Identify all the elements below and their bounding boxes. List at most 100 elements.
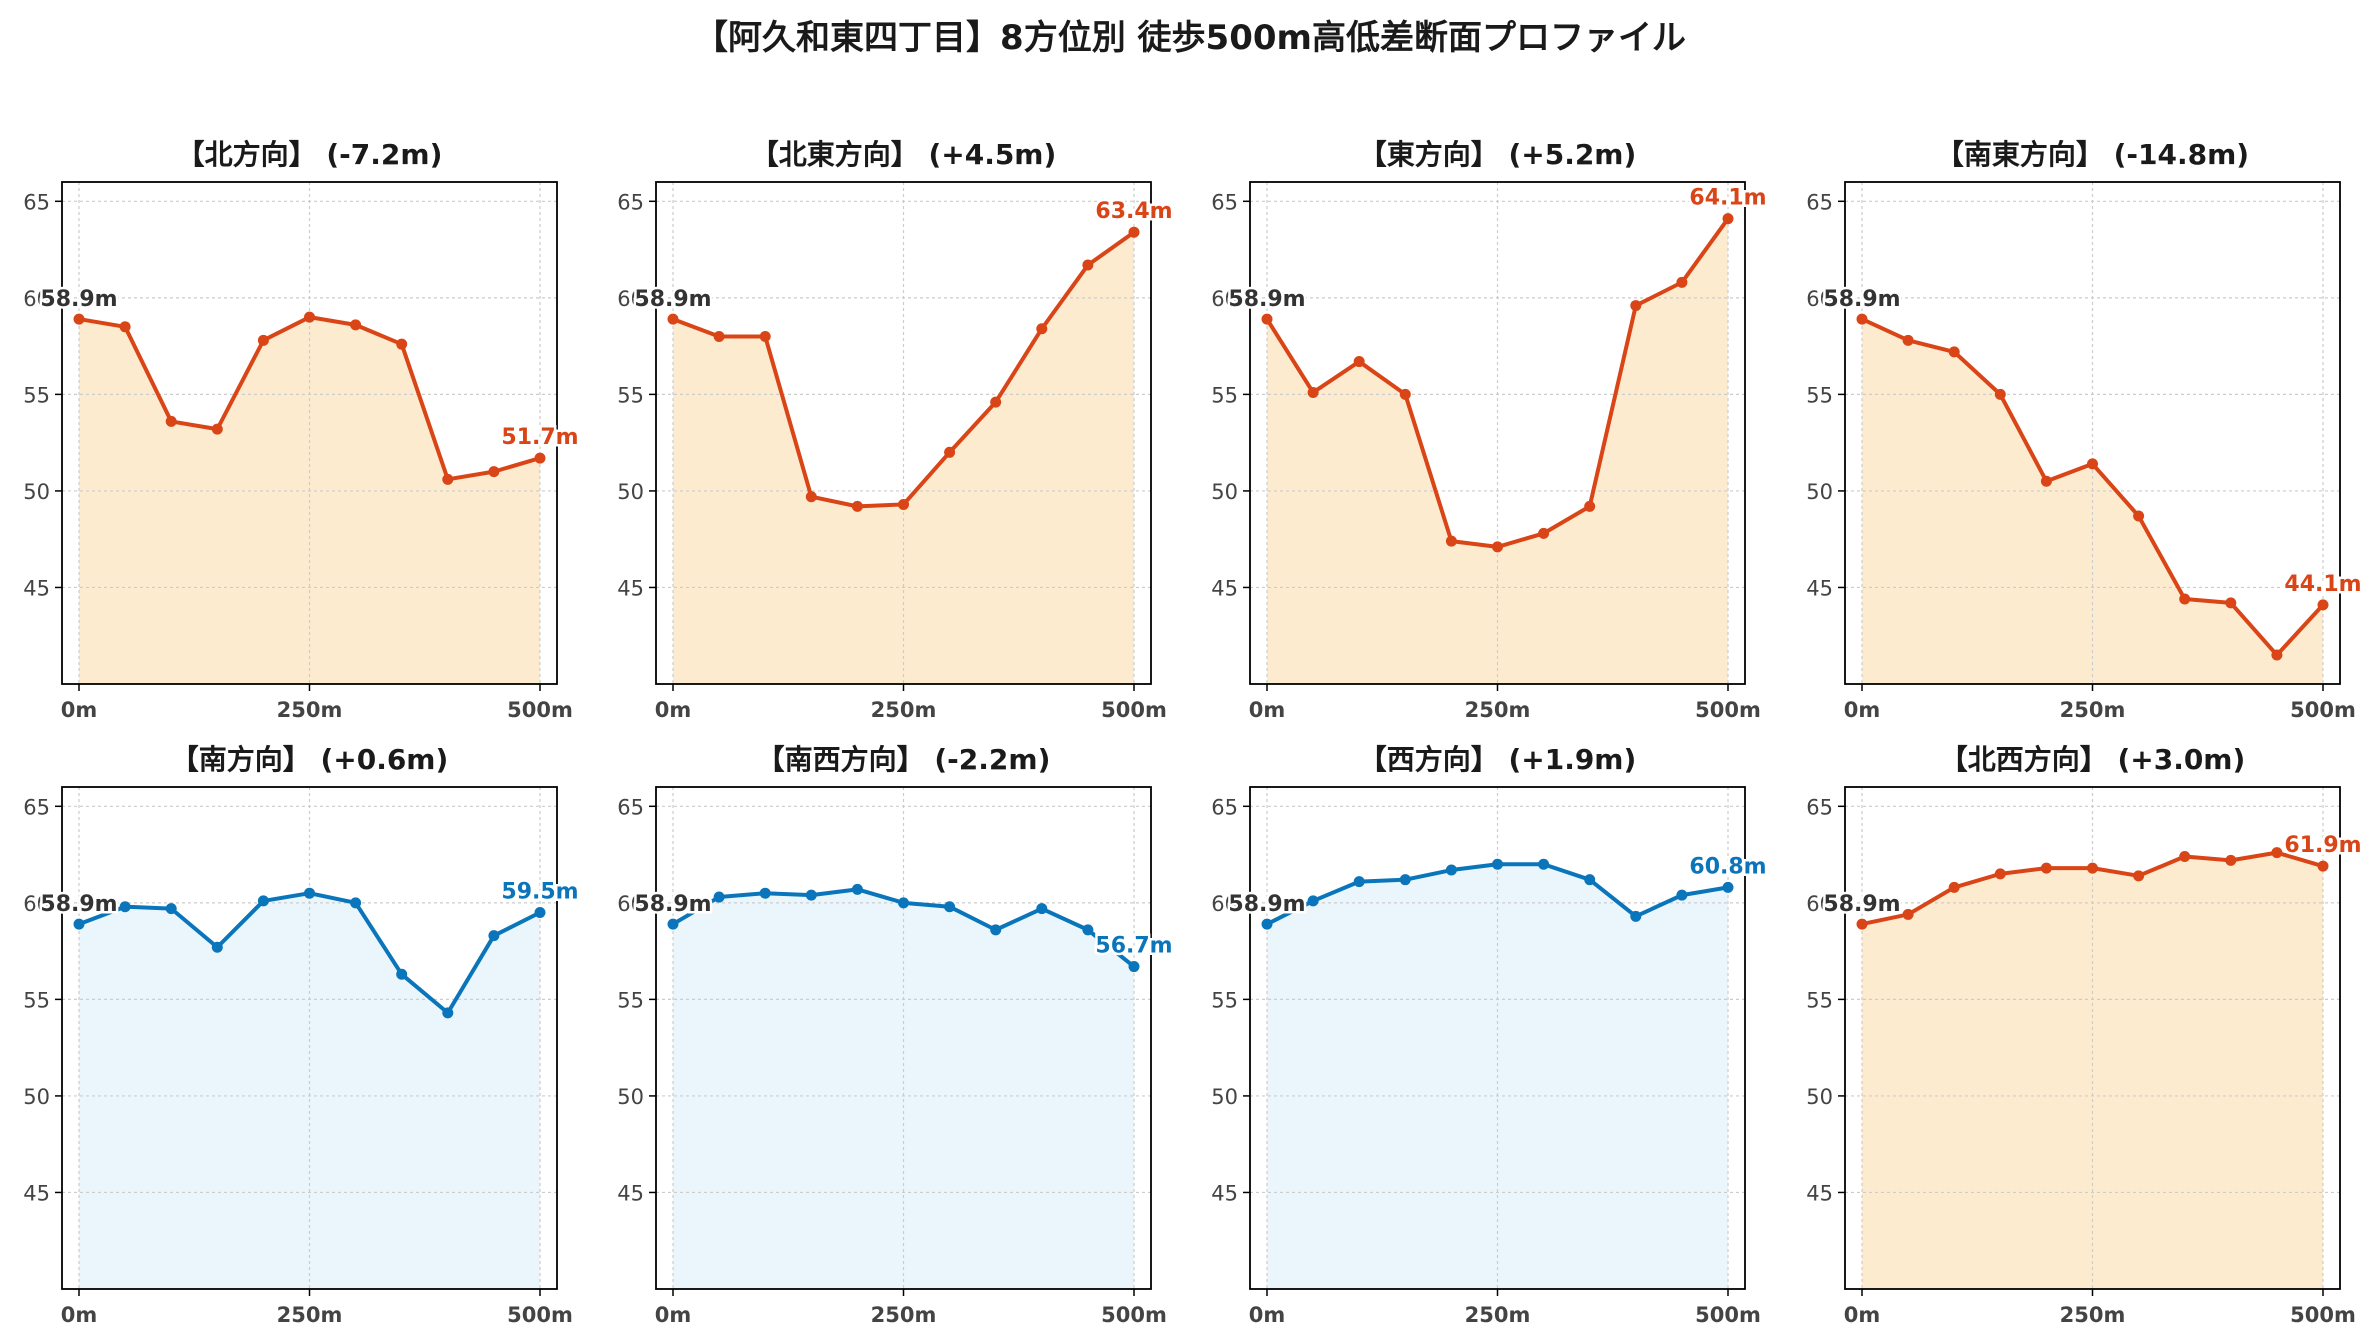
data-point bbox=[2133, 510, 2145, 522]
x-tick-label: 500m bbox=[2290, 698, 2356, 722]
subplot-title: 【北西方向】 (+3.0m) bbox=[1940, 743, 2246, 776]
data-point bbox=[119, 321, 131, 333]
x-tick-label: 500m bbox=[1695, 698, 1761, 722]
x-tick-label: 250m bbox=[871, 1303, 937, 1327]
data-point bbox=[350, 319, 362, 331]
end-value-label: 60.8m bbox=[1689, 854, 1766, 879]
y-tick-label: 55 bbox=[617, 383, 644, 407]
data-point bbox=[898, 498, 909, 510]
y-tick-label: 45 bbox=[23, 1181, 50, 1205]
end-value-label: 59.5m bbox=[501, 880, 578, 905]
data-point bbox=[1492, 858, 1503, 870]
data-point bbox=[2317, 599, 2329, 611]
data-point bbox=[1128, 226, 1140, 238]
data-point bbox=[805, 889, 817, 901]
y-tick-label: 60 bbox=[1806, 287, 1833, 311]
x-tick-label: 250m bbox=[277, 698, 343, 722]
data-point bbox=[851, 500, 863, 512]
data-point bbox=[713, 330, 725, 342]
area-fill bbox=[1267, 218, 1728, 684]
start-value-label: 58.9m bbox=[40, 892, 117, 917]
data-point bbox=[1036, 323, 1048, 335]
x-tick-label: 250m bbox=[871, 698, 937, 722]
data-point bbox=[2133, 870, 2145, 882]
x-tick-label: 250m bbox=[2060, 1303, 2126, 1327]
data-point bbox=[1445, 535, 1457, 547]
data-point bbox=[257, 895, 269, 907]
y-tick-label: 60 bbox=[1211, 287, 1238, 311]
subplot-5: 【南西方向】 (-2.2m) 45 50 55 60 65 0m 250m 500m 58.9m 5… bbox=[617, 743, 1175, 1327]
x-tick-label: 250m bbox=[1465, 1303, 1531, 1327]
data-point bbox=[990, 924, 1002, 936]
end-value-label: 63.4m bbox=[1095, 199, 1172, 224]
y-tick-label: 65 bbox=[23, 795, 50, 819]
subplot-4: 【南方向】 (+0.6m) 45 50 55 60 65 0m 250m 500m 58.9m 59… bbox=[23, 743, 581, 1327]
data-point bbox=[165, 415, 177, 427]
y-tick-label: 65 bbox=[617, 795, 644, 819]
data-point bbox=[1353, 876, 1365, 888]
subplot-title: 【東方向】 (+5.2m) bbox=[1359, 138, 1637, 171]
x-tick-label: 500m bbox=[1101, 698, 1167, 722]
data-point bbox=[944, 446, 956, 458]
end-value-label: 51.7m bbox=[501, 425, 578, 450]
subplot-0: 【北方向】 (-7.2m) 45 50 55 60 65 0m 250m 500m 58.9m 51… bbox=[23, 138, 581, 722]
y-tick-label: 60 bbox=[617, 892, 644, 916]
y-tick-label: 45 bbox=[1211, 1181, 1238, 1205]
y-tick-label: 65 bbox=[617, 190, 644, 214]
subplot-title: 【北東方向】 (+4.5m) bbox=[751, 138, 1057, 171]
data-point bbox=[73, 313, 85, 325]
data-point bbox=[944, 901, 956, 913]
data-point bbox=[2040, 862, 2052, 874]
subplot-7: 【北西方向】 (+3.0m) 45 50 55 60 65 0m 250m 500m 58.9m 6… bbox=[1806, 743, 2364, 1327]
start-value-label: 58.9m bbox=[634, 892, 711, 917]
data-point bbox=[2271, 649, 2283, 661]
data-point bbox=[1722, 881, 1734, 893]
y-tick-label: 50 bbox=[23, 480, 50, 504]
data-point bbox=[304, 311, 315, 323]
end-value-label: 44.1m bbox=[2284, 572, 2361, 597]
data-point bbox=[1399, 388, 1411, 400]
subplot-title: 【西方向】 (+1.9m) bbox=[1359, 743, 1637, 776]
data-point bbox=[1676, 276, 1688, 288]
data-point bbox=[2179, 593, 2191, 605]
data-point bbox=[350, 897, 362, 909]
data-point bbox=[805, 491, 817, 503]
x-tick-label: 0m bbox=[655, 1303, 692, 1327]
x-tick-label: 0m bbox=[61, 698, 98, 722]
data-point bbox=[1307, 895, 1319, 907]
subplot-3: 【南東方向】 (-14.8m) 45 50 55 60 65 0m 250m 500m 58.9m… bbox=[1806, 138, 2364, 722]
data-point bbox=[1994, 388, 2006, 400]
y-tick-label: 50 bbox=[1806, 1085, 1833, 1109]
data-point bbox=[2225, 597, 2237, 609]
subplot-6: 【西方向】 (+1.9m) 45 50 55 60 65 0m 250m 500m 58.9m 60… bbox=[1211, 743, 1769, 1327]
y-tick-label: 60 bbox=[23, 892, 50, 916]
data-point bbox=[1307, 386, 1319, 398]
data-point bbox=[898, 897, 909, 909]
data-point bbox=[488, 466, 500, 478]
y-tick-label: 55 bbox=[1806, 383, 1833, 407]
y-tick-label: 55 bbox=[1806, 988, 1833, 1012]
x-tick-label: 250m bbox=[277, 1303, 343, 1327]
start-value-label: 58.9m bbox=[40, 287, 117, 312]
data-point bbox=[1399, 874, 1411, 886]
data-point bbox=[119, 901, 131, 913]
subplot-title: 【南方向】 (+0.6m) bbox=[171, 743, 449, 776]
y-tick-label: 45 bbox=[23, 576, 50, 600]
x-tick-label: 0m bbox=[1844, 1303, 1881, 1327]
start-value-label: 58.9m bbox=[1228, 892, 1305, 917]
data-point bbox=[165, 903, 177, 915]
y-tick-label: 55 bbox=[1211, 988, 1238, 1012]
y-tick-label: 45 bbox=[1211, 576, 1238, 600]
y-tick-label: 45 bbox=[617, 576, 644, 600]
data-point bbox=[442, 1007, 454, 1019]
data-point bbox=[1630, 910, 1642, 922]
y-tick-label: 60 bbox=[1806, 892, 1833, 916]
data-point bbox=[667, 918, 679, 930]
x-tick-label: 500m bbox=[1101, 1303, 1167, 1327]
y-tick-label: 60 bbox=[617, 287, 644, 311]
data-point bbox=[851, 883, 863, 895]
data-point bbox=[1538, 527, 1550, 539]
start-value-label: 58.9m bbox=[1823, 892, 1900, 917]
data-point bbox=[442, 473, 454, 485]
